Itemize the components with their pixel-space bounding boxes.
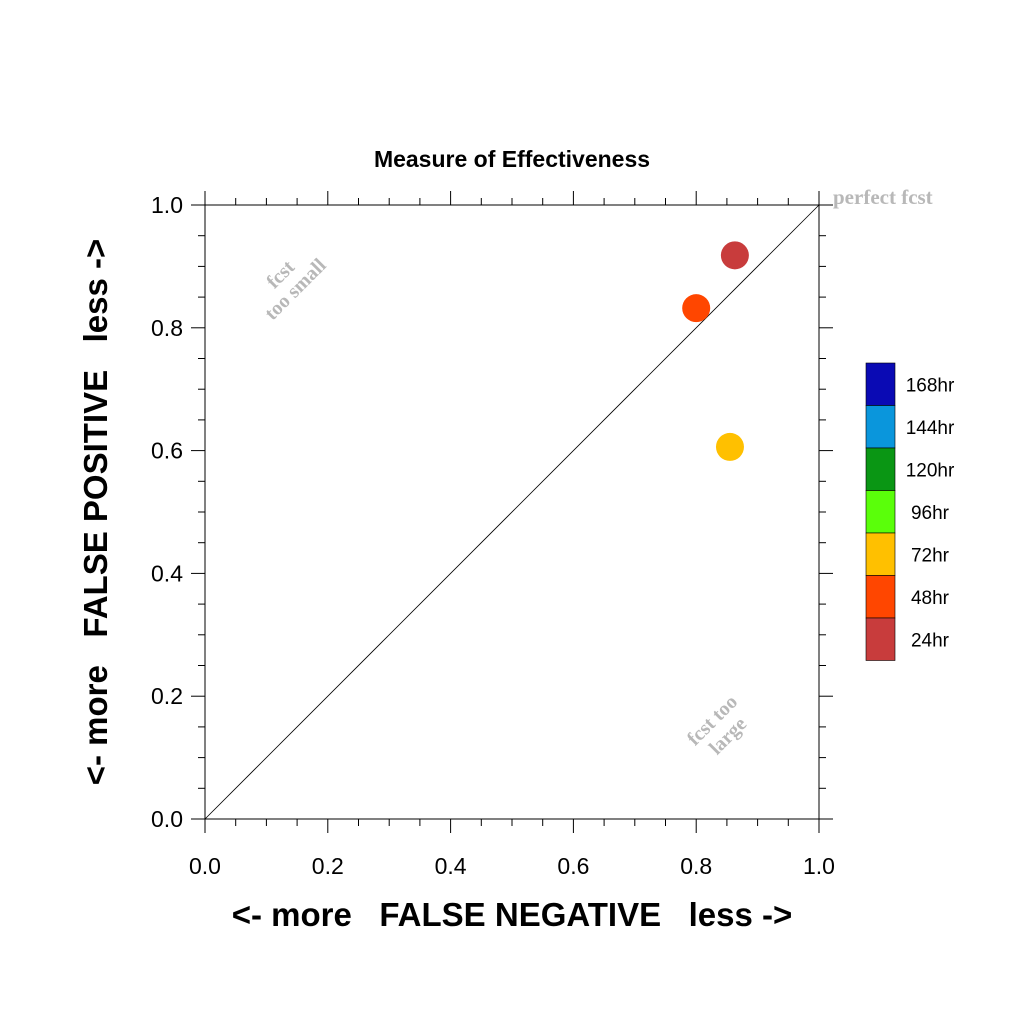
legend-swatch-72hr [865,532,896,576]
y-tick-label: 1.0 [151,192,183,218]
legend-label-96hr: 96hr [911,503,950,524]
legend-label-144hr: 144hr [906,418,955,439]
point-72hr [715,432,744,461]
point-24hr [720,241,749,270]
reference-diagonal-line [204,204,820,820]
x-tick-label: 0.0 [189,853,221,879]
legend-swatch-144hr [865,405,896,449]
legend-swatch-24hr [865,617,896,661]
legend-label-72hr: 72hr [911,545,950,566]
y-tick-label: 0.0 [151,806,183,832]
point-48hr [682,294,711,323]
perfect-forecast-annotation: perfect fcst [833,185,933,209]
data-points [682,241,749,461]
x-tick-label: 0.6 [557,853,589,879]
legend-swatch-48hr [865,575,896,619]
y-axis-label: <- more FALSE POSITIVE less -> [77,239,114,786]
y-tick-label: 0.2 [151,683,183,709]
y-tick-label: 0.8 [151,315,183,341]
y-tick-label: 0.4 [151,560,183,586]
legend-label-168hr: 168hr [906,375,955,396]
legend-swatch-120hr [865,447,896,491]
legend-swatch-96hr [865,490,896,534]
legend-label-120hr: 120hr [906,460,955,481]
x-tick-label: 0.2 [312,853,344,879]
x-tick-label: 0.8 [680,853,712,879]
x-axis-label: <- more FALSE NEGATIVE less -> [232,896,793,933]
legend-swatch-168hr [865,362,896,406]
legend: 168hr 144hr 120hr 96hr 72hr 48hr 24hr [865,362,955,661]
axis-ticks [191,191,833,833]
axis-tick-labels: 0.0 0.2 0.4 0.6 0.8 1.0 0.0 0.2 0.4 0.6 0.8 1.0 [151,192,835,879]
chart-title: Measure of Effectiveness [374,146,650,172]
legend-label-48hr: 48hr [911,588,950,609]
y-tick-label: 0.6 [151,438,183,464]
x-tick-label: 1.0 [803,853,835,879]
x-tick-label: 0.4 [435,853,467,879]
legend-label-24hr: 24hr [911,630,950,651]
